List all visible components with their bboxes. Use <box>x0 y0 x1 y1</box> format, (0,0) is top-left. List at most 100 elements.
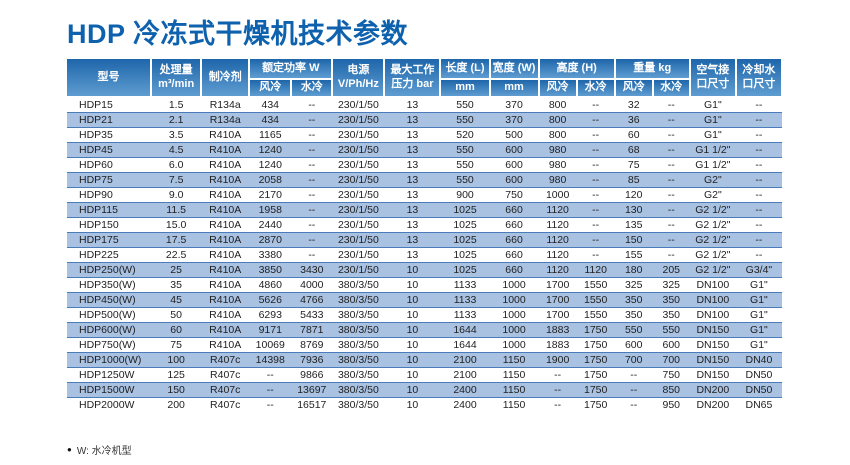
value-cell: 380/3/50 <box>332 366 385 382</box>
value-cell: 13697 <box>291 381 333 397</box>
value-cell: G1 1/2" <box>689 156 736 172</box>
col-header-length: 长度 (L) <box>440 59 491 79</box>
spec-table: 型号 处理量 m³/min 制冷剂 额定功率 W 电源 V/Ph/Hz 最大工作… <box>67 59 784 412</box>
value-cell: -- <box>291 141 333 157</box>
value-cell: 13 <box>384 186 441 202</box>
value-cell: DN50 <box>735 381 782 397</box>
value-cell: 1025 <box>440 246 490 262</box>
page-title: HDP 冷冻式干燥机技术参数 <box>67 19 409 49</box>
value-cell: 380/3/50 <box>332 351 385 367</box>
value-cell: DN100 <box>689 306 736 322</box>
value-cell: -- <box>291 231 333 247</box>
table-row: HDP45 4.5 R410A 1240 -- 230/1/50 13 550 600 980 --… <box>67 141 782 157</box>
value-cell: DN150 <box>689 366 736 382</box>
col-header-model: 型号 <box>67 59 153 97</box>
value-cell: -- <box>291 111 333 127</box>
value-cell: -- <box>735 216 782 232</box>
value-cell: 600 <box>489 141 539 157</box>
value-cell: -- <box>576 96 615 112</box>
value-cell: 13 <box>384 126 441 142</box>
bullet-icon: ● <box>67 444 72 454</box>
value-cell: R410A <box>201 306 250 322</box>
value-cell: 1150 <box>489 381 539 397</box>
value-cell: 380/3/50 <box>332 306 385 322</box>
model-cell: HDP45 <box>67 141 152 157</box>
value-cell: 1240 <box>249 141 292 157</box>
value-cell: 2058 <box>249 171 292 187</box>
value-cell: 800 <box>538 126 577 142</box>
value-cell: 520 <box>440 126 490 142</box>
value-cell: 1120 <box>538 261 577 277</box>
value-cell: R410A <box>201 321 250 337</box>
value-cell: 1025 <box>440 216 490 232</box>
value-cell: 10 <box>384 381 441 397</box>
value-cell: DN150 <box>689 351 736 367</box>
table-row: HDP21 2.1 R134a 434 -- 230/1/50 13 550 370 800 -- 3… <box>67 111 782 127</box>
value-cell: 380/3/50 <box>332 336 385 352</box>
value-cell: 1025 <box>440 231 490 247</box>
value-cell: -- <box>735 126 782 142</box>
model-cell: HDP500(W) <box>67 306 152 322</box>
value-cell: 1750 <box>576 381 615 397</box>
value-cell: G1" <box>735 291 782 307</box>
value-cell: 350 <box>614 291 653 307</box>
value-cell: -- <box>652 126 690 142</box>
model-cell: HDP350(W) <box>67 276 152 292</box>
value-cell: R410A <box>201 126 250 142</box>
value-cell: -- <box>291 246 333 262</box>
model-cell: HDP175 <box>67 231 152 247</box>
value-cell: 1700 <box>538 276 577 292</box>
table-row: HDP450(W) 45 R410A 5626 4766 380/3/50 10 1133 10… <box>67 291 782 307</box>
value-cell: -- <box>576 186 615 202</box>
model-cell: HDP1250W <box>67 366 152 382</box>
value-cell: 4860 <box>249 276 292 292</box>
col-header-rated-power: 额定功率 W <box>249 59 334 79</box>
value-cell: 2100 <box>440 366 490 382</box>
table-row: HDP15 1.5 R134a 434 -- 230/1/50 13 550 370 800 -- 3… <box>67 96 782 112</box>
value-cell: G2" <box>689 186 736 202</box>
value-cell: 700 <box>652 351 690 367</box>
value-cell: -- <box>735 171 782 187</box>
col-header-refrigerant: 制冷剂 <box>201 59 251 97</box>
value-cell: -- <box>291 96 333 112</box>
value-cell: 600 <box>652 336 690 352</box>
col-subheader-power-water: 水冷 <box>291 78 334 97</box>
value-cell: -- <box>652 141 690 157</box>
value-cell: -- <box>576 141 615 157</box>
value-cell: 155 <box>614 246 653 262</box>
value-cell: 380/3/50 <box>332 291 385 307</box>
model-cell: HDP250(W) <box>67 261 152 277</box>
value-cell: 1644 <box>440 336 490 352</box>
value-cell: -- <box>735 201 782 217</box>
value-cell: 1750 <box>576 351 615 367</box>
value-cell: 60 <box>151 321 202 337</box>
value-cell: -- <box>576 171 615 187</box>
value-cell: 380/3/50 <box>332 321 385 337</box>
value-cell: 230/1/50 <box>332 231 385 247</box>
value-cell: 1000 <box>489 321 539 337</box>
value-cell: R410A <box>201 201 250 217</box>
value-cell: -- <box>291 156 333 172</box>
model-cell: HDP1000(W) <box>67 351 152 367</box>
value-cell: 9866 <box>291 366 333 382</box>
value-cell: -- <box>735 186 782 202</box>
value-cell: 660 <box>489 261 539 277</box>
model-cell: HDP225 <box>67 246 152 262</box>
value-cell: 10 <box>384 306 441 322</box>
value-cell: 1750 <box>576 336 615 352</box>
col-subheader-weight-air: 风冷 <box>614 78 654 97</box>
value-cell: DN200 <box>689 381 736 397</box>
value-cell: 9171 <box>249 321 292 337</box>
value-cell: -- <box>576 231 615 247</box>
spec-table-header: 型号 处理量 m³/min 制冷剂 额定功率 W 电源 V/Ph/Hz 最大工作… <box>67 59 784 97</box>
value-cell: 1133 <box>440 276 490 292</box>
value-cell: -- <box>735 141 782 157</box>
value-cell: -- <box>576 216 615 232</box>
value-cell: 1550 <box>576 291 615 307</box>
value-cell: 2100 <box>440 351 490 367</box>
col-header-water-port: 冷却水 口尺寸 <box>735 59 784 97</box>
value-cell: G1" <box>689 96 736 112</box>
value-cell: 230/1/50 <box>332 186 385 202</box>
value-cell: G2 1/2" <box>689 216 736 232</box>
value-cell: -- <box>576 201 615 217</box>
